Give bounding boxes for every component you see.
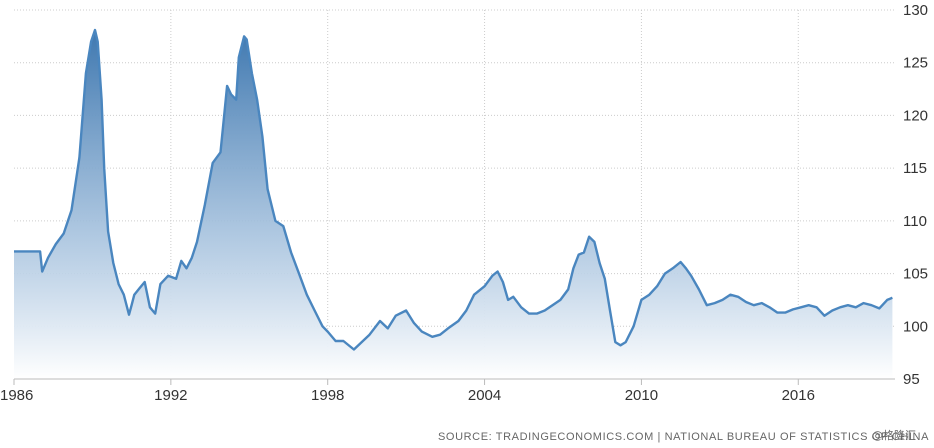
watermark-text: @格隆汇 xyxy=(872,429,916,442)
x-axis-labels: 1986 1992 1998 2004 2010 2016 xyxy=(0,387,815,404)
x-tick-label: 1986 xyxy=(0,387,33,404)
y-tick-label: 115 xyxy=(903,160,927,177)
y-tick-label: 110 xyxy=(903,213,927,230)
y-axis-labels: 95 100 105 110 115 120 125 130 xyxy=(903,2,928,388)
x-axis xyxy=(13,378,895,385)
y-tick-label: 95 xyxy=(903,371,920,388)
x-tick-label: 2010 xyxy=(625,387,658,404)
x-tick-label: 1992 xyxy=(154,387,187,404)
y-tick-label: 120 xyxy=(903,107,928,124)
source-text: SOURCE: TRADINGECONOMICS.COM | NATIONAL … xyxy=(438,431,930,443)
series-line xyxy=(14,28,893,351)
y-tick-label: 130 xyxy=(903,2,928,19)
series-area xyxy=(14,30,893,379)
y-tick-label: 125 xyxy=(903,55,928,72)
x-tick-label: 2004 xyxy=(468,387,501,404)
x-tick-label: 1998 xyxy=(311,387,344,404)
x-tick-label: 2016 xyxy=(782,387,815,404)
y-tick-label: 100 xyxy=(903,318,928,335)
y-tick-label: 105 xyxy=(903,266,928,283)
